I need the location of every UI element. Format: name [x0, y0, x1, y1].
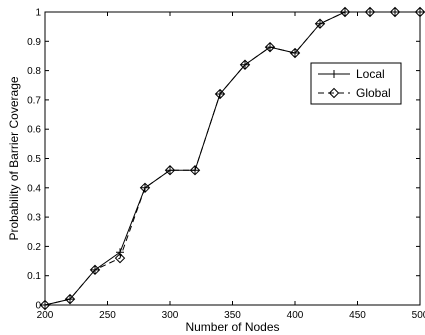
- data-point-local: [341, 8, 349, 16]
- data-point-local: [216, 90, 224, 99]
- data-point-global: [39, 299, 51, 311]
- data-point-local: [91, 265, 99, 274]
- y-tick-label: 0.2: [27, 242, 41, 253]
- y-tick-label: 0.4: [27, 183, 41, 194]
- y-axis-title: Probability of Barrier Coverage: [7, 76, 21, 240]
- data-point-global: [264, 41, 276, 53]
- legend-marker-global: [328, 87, 340, 99]
- data-point-local: [166, 166, 174, 175]
- y-tick-label: 0.8: [27, 66, 41, 77]
- y-tick-label: 0.9: [27, 37, 41, 48]
- legend-marker-symbol-global: [328, 87, 340, 99]
- data-point-local: [416, 8, 424, 16]
- legend-marker-local: [330, 70, 338, 78]
- data-point-global: [214, 88, 226, 100]
- legend-marker-symbol-local: [330, 70, 338, 78]
- data-point-local: [191, 166, 199, 175]
- data-point-local: [266, 43, 274, 52]
- data-point-local: [41, 301, 49, 309]
- legend-box: [310, 62, 402, 105]
- legend-label-local: Local: [356, 67, 385, 81]
- data-point-local: [66, 295, 74, 304]
- legend-label-global: Global: [356, 86, 391, 100]
- x-tick-label: 300: [162, 310, 179, 321]
- data-point-global: [414, 6, 425, 18]
- y-tick-label: 0.7: [27, 95, 41, 106]
- y-tick-label: 1: [35, 8, 41, 19]
- x-axis-title: Number of Nodes: [185, 320, 279, 334]
- data-point-global: [114, 252, 126, 264]
- data-point-local: [241, 60, 249, 69]
- data-point-global: [64, 293, 76, 305]
- x-tick-label: 500: [412, 310, 425, 321]
- y-tick-label: 0: [35, 301, 41, 312]
- data-point-local: [291, 49, 299, 58]
- y-tick-label: 0.1: [27, 271, 41, 282]
- data-point-local: [316, 19, 324, 28]
- data-point-local: [116, 248, 124, 257]
- y-tick-label: 0.6: [27, 125, 41, 136]
- legend: Local Global: [310, 62, 402, 105]
- data-point-global: [339, 6, 351, 18]
- data-point-global: [364, 6, 376, 18]
- data-point-local: [391, 8, 399, 16]
- y-tick-label: 0.5: [27, 154, 41, 165]
- data-point-local: [141, 183, 149, 192]
- series-line-local: [44, 11, 420, 306]
- data-point-global: [189, 165, 201, 176]
- data-point-global: [164, 165, 176, 176]
- y-tick-label: 0.3: [27, 213, 41, 224]
- x-tick-label: 450: [349, 310, 366, 321]
- x-tick-label: 200: [37, 310, 54, 321]
- plot-area: [44, 11, 421, 306]
- data-point-local: [366, 8, 374, 16]
- x-tick-label: 250: [99, 310, 116, 321]
- x-tick-label: 400: [287, 310, 304, 321]
- x-tick-label: 350: [224, 310, 241, 321]
- series-layer: [39, 6, 425, 311]
- data-point-global: [389, 6, 401, 18]
- axis-ticks: 200 250 300 350 400 450 500 0 0.1 0.2 0.3 0.4 0.5 0.6…: [27, 8, 425, 322]
- data-point-global: [289, 47, 301, 59]
